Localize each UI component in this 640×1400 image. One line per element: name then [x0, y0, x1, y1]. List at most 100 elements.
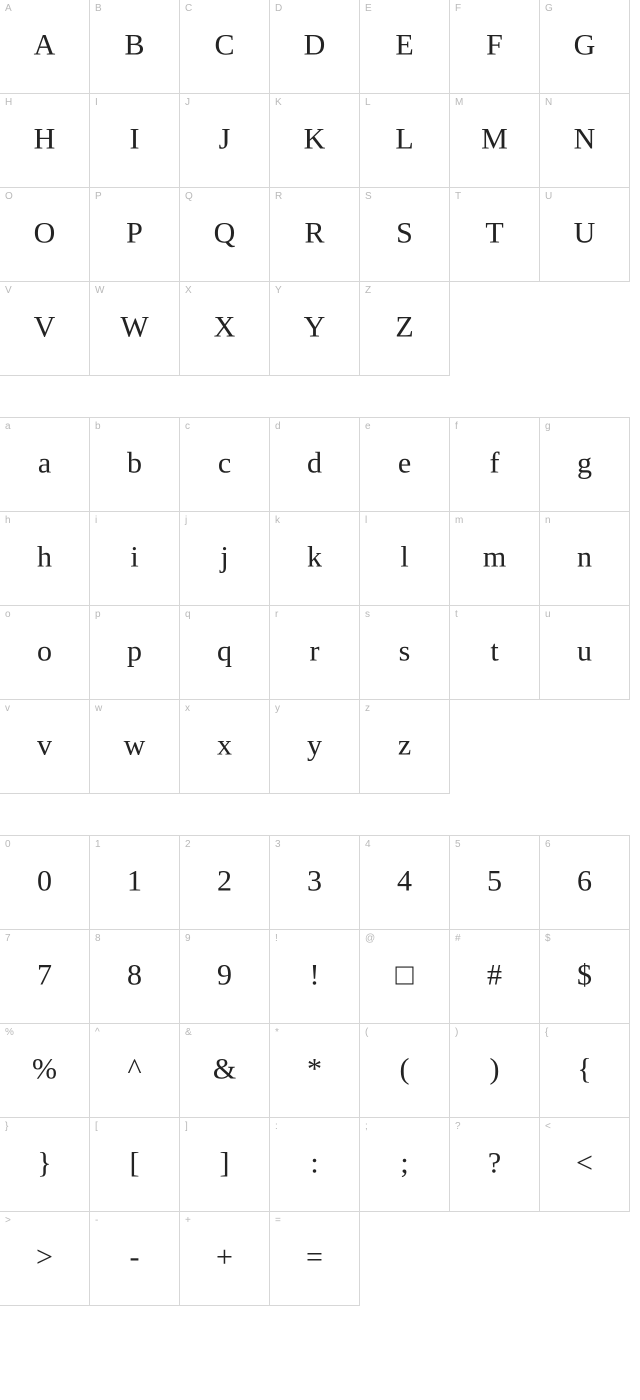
- glyph-cell[interactable]: 00: [0, 835, 90, 930]
- glyph-cell[interactable]: yy: [269, 699, 360, 794]
- cell-glyph: k: [307, 542, 322, 572]
- glyph-cell[interactable]: 44: [359, 835, 450, 930]
- glyph-cell[interactable]: ZZ: [359, 281, 450, 376]
- glyph-cell[interactable]: uu: [539, 605, 630, 700]
- glyph-cell[interactable]: SS: [359, 187, 450, 282]
- glyph-cell[interactable]: JJ: [179, 93, 270, 188]
- glyph-cell[interactable]: ;;: [359, 1117, 450, 1212]
- glyph-cell[interactable]: )): [449, 1023, 540, 1118]
- glyph-cell[interactable]: EE: [359, 0, 450, 94]
- glyph-cell[interactable]: HH: [0, 93, 90, 188]
- section-uppercase: AABBCCDDEEFFGG HHIIJJKKLLMMNN OOPPQQRRSSTT…: [0, 0, 640, 376]
- glyph-cell[interactable]: FF: [449, 0, 540, 94]
- cell-label: 6: [545, 839, 551, 850]
- glyph-cell[interactable]: 77: [0, 929, 90, 1024]
- glyph-cell[interactable]: bb: [89, 417, 180, 512]
- cell-label: :: [275, 1121, 278, 1132]
- glyph-cell[interactable]: hh: [0, 511, 90, 606]
- glyph-cell[interactable]: ff: [449, 417, 540, 512]
- glyph-cell[interactable]: 11: [89, 835, 180, 930]
- cell-label: ): [455, 1027, 458, 1038]
- cell-glyph: {: [577, 1054, 591, 1084]
- glyph-cell[interactable]: ii: [89, 511, 180, 606]
- glyph-cell[interactable]: [[: [89, 1117, 180, 1212]
- glyph-cell[interactable]: TT: [449, 187, 540, 282]
- glyph-cell[interactable]: }}: [0, 1117, 90, 1212]
- cell-glyph: u: [577, 636, 592, 666]
- glyph-cell[interactable]: nn: [539, 511, 630, 606]
- glyph-cell[interactable]: 33: [269, 835, 360, 930]
- cell-glyph: e: [398, 448, 411, 478]
- glyph-cell[interactable]: LL: [359, 93, 450, 188]
- glyph-cell[interactable]: VV: [0, 281, 90, 376]
- glyph-cell[interactable]: <<: [539, 1117, 630, 1212]
- glyph-cell[interactable]: ]]: [179, 1117, 270, 1212]
- glyph-cell[interactable]: II: [89, 93, 180, 188]
- glyph-cell[interactable]: !!: [269, 929, 360, 1024]
- glyph-cell[interactable]: ss: [359, 605, 450, 700]
- cell-glyph: n: [577, 542, 592, 572]
- glyph-cell[interactable]: ++: [179, 1211, 270, 1306]
- glyph-cell[interactable]: DD: [269, 0, 360, 94]
- cell-label: P: [95, 191, 102, 202]
- glyph-cell[interactable]: BB: [89, 0, 180, 94]
- glyph-cell[interactable]: 99: [179, 929, 270, 1024]
- glyph-cell[interactable]: YY: [269, 281, 360, 376]
- glyph-cell[interactable]: qq: [179, 605, 270, 700]
- glyph-cell[interactable]: ??: [449, 1117, 540, 1212]
- glyph-cell[interactable]: tt: [449, 605, 540, 700]
- glyph-cell[interactable]: ::: [269, 1117, 360, 1212]
- glyph-cell[interactable]: vv: [0, 699, 90, 794]
- glyph-cell[interactable]: 22: [179, 835, 270, 930]
- glyph-cell[interactable]: jj: [179, 511, 270, 606]
- glyph-cell[interactable]: %%: [0, 1023, 90, 1118]
- glyph-cell[interactable]: MM: [449, 93, 540, 188]
- glyph-cell[interactable]: AA: [0, 0, 90, 94]
- glyph-cell[interactable]: cc: [179, 417, 270, 512]
- glyph-cell[interactable]: UU: [539, 187, 630, 282]
- glyph-cell[interactable]: CC: [179, 0, 270, 94]
- glyph-cell[interactable]: ll: [359, 511, 450, 606]
- glyph-cell[interactable]: XX: [179, 281, 270, 376]
- glyph-cell[interactable]: aa: [0, 417, 90, 512]
- glyph-cell[interactable]: $$: [539, 929, 630, 1024]
- cell-label: 1: [95, 839, 101, 850]
- glyph-cell[interactable]: ww: [89, 699, 180, 794]
- glyph-cell[interactable]: QQ: [179, 187, 270, 282]
- glyph-cell[interactable]: gg: [539, 417, 630, 512]
- cell-label: H: [5, 97, 12, 108]
- glyph-cell[interactable]: pp: [89, 605, 180, 700]
- glyph-cell[interactable]: dd: [269, 417, 360, 512]
- cell-label: X: [185, 285, 192, 296]
- glyph-cell[interactable]: xx: [179, 699, 270, 794]
- glyph-cell[interactable]: ((: [359, 1023, 450, 1118]
- glyph-cell[interactable]: {{: [539, 1023, 630, 1118]
- glyph-cell[interactable]: 55: [449, 835, 540, 930]
- glyph-cell[interactable]: mm: [449, 511, 540, 606]
- glyph-cell[interactable]: NN: [539, 93, 630, 188]
- glyph-cell[interactable]: kk: [269, 511, 360, 606]
- glyph-cell[interactable]: ##: [449, 929, 540, 1024]
- glyph-cell[interactable]: ==: [269, 1211, 360, 1306]
- glyph-cell[interactable]: 88: [89, 929, 180, 1024]
- glyph-cell[interactable]: @□: [359, 929, 450, 1024]
- cell-glyph: &: [213, 1054, 236, 1084]
- glyph-cell[interactable]: oo: [0, 605, 90, 700]
- cell-glyph: O: [34, 218, 56, 248]
- glyph-cell[interactable]: &&: [179, 1023, 270, 1118]
- cell-label: f: [455, 421, 458, 432]
- glyph-cell[interactable]: --: [89, 1211, 180, 1306]
- glyph-cell[interactable]: ^^: [89, 1023, 180, 1118]
- glyph-cell[interactable]: 66: [539, 835, 630, 930]
- glyph-cell[interactable]: WW: [89, 281, 180, 376]
- glyph-cell[interactable]: OO: [0, 187, 90, 282]
- glyph-cell[interactable]: RR: [269, 187, 360, 282]
- glyph-cell[interactable]: zz: [359, 699, 450, 794]
- glyph-cell[interactable]: PP: [89, 187, 180, 282]
- glyph-cell[interactable]: >>: [0, 1211, 90, 1306]
- glyph-cell[interactable]: ee: [359, 417, 450, 512]
- glyph-cell[interactable]: **: [269, 1023, 360, 1118]
- glyph-cell[interactable]: rr: [269, 605, 360, 700]
- glyph-cell[interactable]: GG: [539, 0, 630, 94]
- glyph-cell[interactable]: KK: [269, 93, 360, 188]
